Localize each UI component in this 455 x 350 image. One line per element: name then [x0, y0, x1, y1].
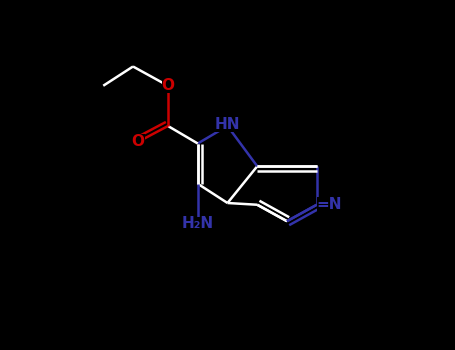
Text: H₂N: H₂N: [182, 217, 214, 231]
Text: O: O: [162, 78, 175, 93]
Text: =N: =N: [317, 197, 342, 212]
Text: HN: HN: [215, 117, 240, 132]
Text: O: O: [132, 134, 145, 149]
